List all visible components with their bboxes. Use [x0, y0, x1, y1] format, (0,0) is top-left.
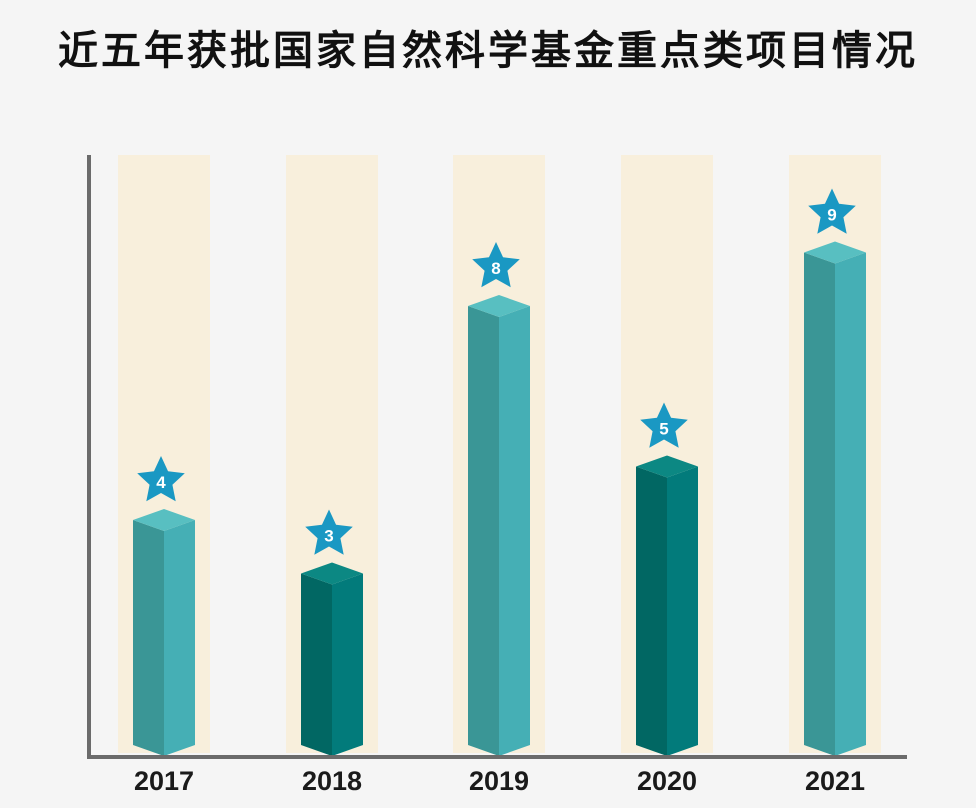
- bar-2020: [636, 455, 698, 756]
- bar-right-face-2019: [499, 306, 530, 756]
- bar-right-face-2018: [332, 573, 363, 756]
- bar-2019: [468, 295, 530, 756]
- bar-top-face-2020: [636, 455, 698, 478]
- labels-group: 4 2017 3 2018 8 2019 5 2020 9 2021: [134, 188, 865, 796]
- x-tick-label-2021: 2021: [805, 766, 865, 796]
- bar-top-face-2017: [133, 509, 195, 531]
- bar-right-face-2017: [164, 520, 195, 756]
- x-tick-label-2019: 2019: [469, 766, 529, 796]
- data-label-2017: 4: [156, 473, 166, 492]
- bar-2017: [133, 509, 195, 756]
- star-badge-2021: [808, 188, 856, 234]
- star-badge-2018: [305, 509, 353, 555]
- bar-top-face-2021: [804, 241, 866, 264]
- x-tick-label-2020: 2020: [637, 766, 697, 796]
- data-label-2020: 5: [659, 420, 668, 439]
- data-label-2019: 8: [491, 259, 500, 278]
- bar-left-face-2021: [804, 252, 835, 756]
- bar-2021: [804, 241, 866, 756]
- bar-top-face-2019: [468, 295, 530, 317]
- star-badge-2020: [640, 402, 688, 448]
- data-label-2018: 3: [324, 527, 333, 546]
- bars-group: [133, 241, 866, 756]
- bar-left-face-2018: [301, 573, 332, 756]
- bar-right-face-2020: [667, 466, 698, 756]
- bar-right-face-2021: [835, 252, 866, 756]
- x-tick-label-2018: 2018: [302, 766, 362, 796]
- x-tick-label-2017: 2017: [134, 766, 194, 796]
- bar-left-face-2017: [133, 520, 164, 756]
- bar-left-face-2020: [636, 466, 667, 756]
- bar-2018: [301, 562, 363, 756]
- chart-title: 近五年获批国家自然科学基金重点类项目情况: [58, 28, 918, 74]
- star-badge-2017: [137, 456, 185, 502]
- data-label-2021: 9: [827, 206, 836, 225]
- axes-group: [87, 155, 907, 759]
- star-badge-2019: [472, 242, 520, 288]
- bar-top-face-2018: [301, 562, 363, 585]
- bar-left-face-2019: [468, 306, 499, 756]
